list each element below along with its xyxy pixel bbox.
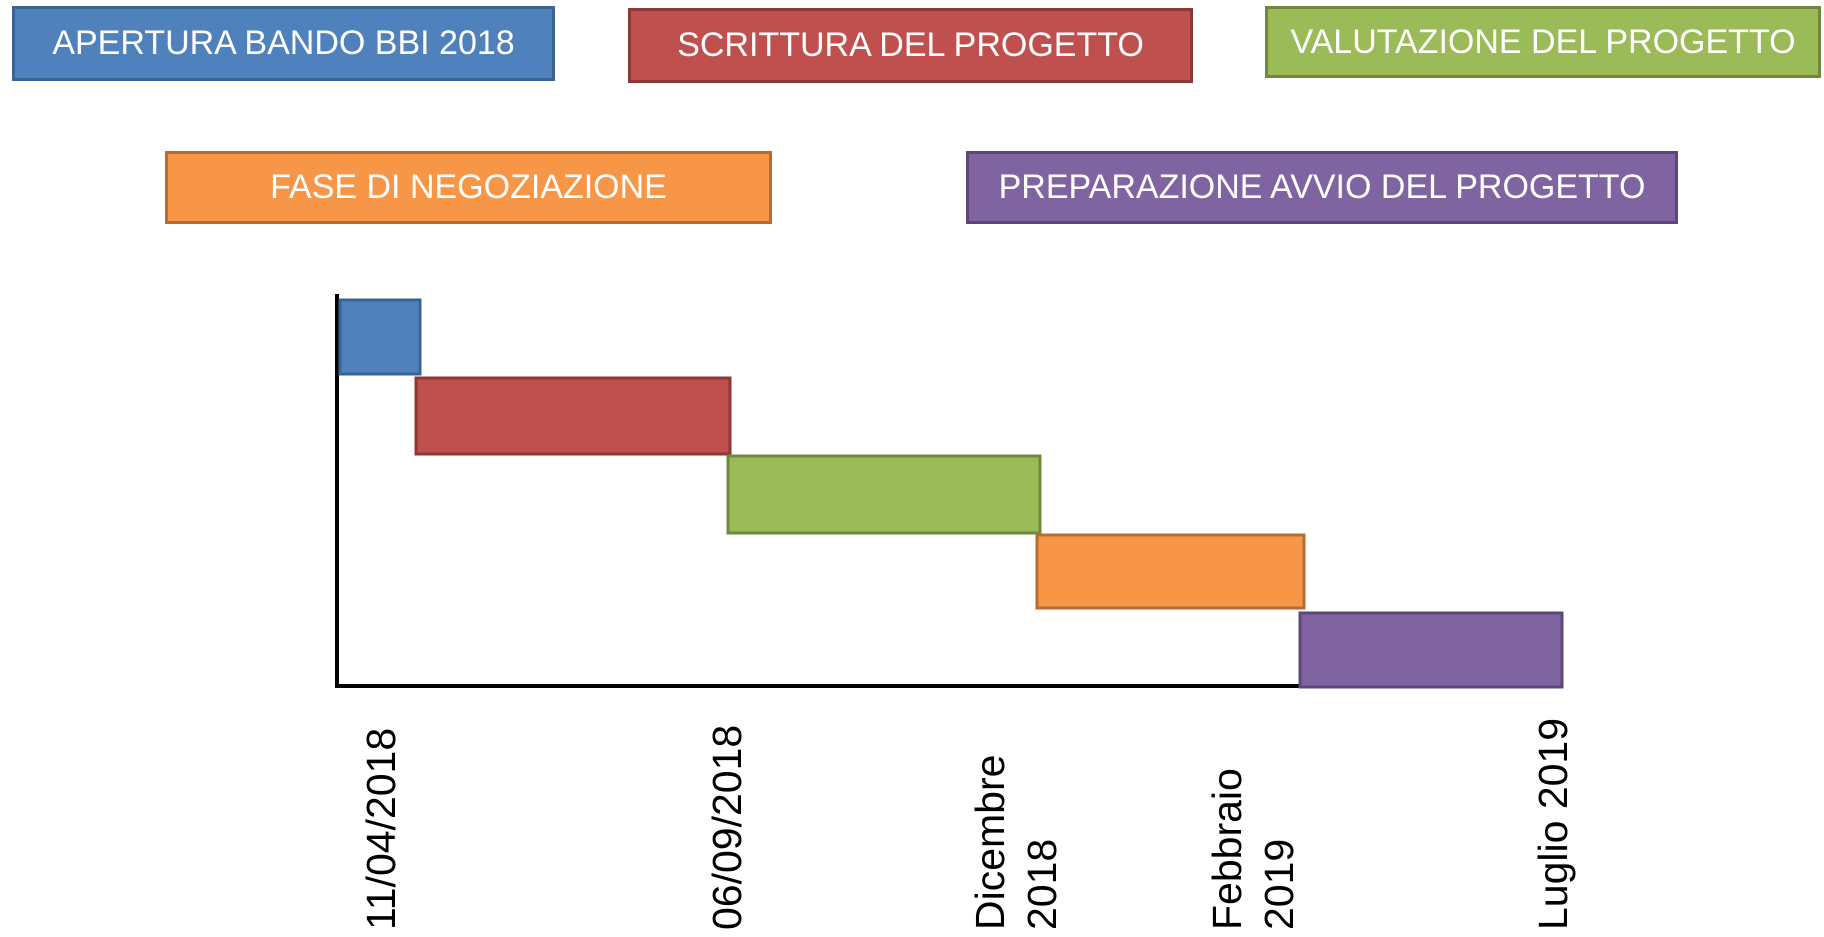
phase-bar [1035, 533, 1306, 610]
phase-bar [726, 454, 1042, 535]
phase-legend: PREPARAZIONE AVVIO DEL PROGETTO [966, 151, 1678, 224]
phase-legend: FASE DI NEGOZIAZIONE [165, 151, 772, 224]
axis-label: 11/04/2018 [358, 727, 404, 930]
phase-legend: APERTURA BANDO BBI 2018 [12, 6, 555, 81]
axis-label: Dicembre 2018 [967, 754, 1065, 930]
phase-bar [414, 376, 732, 456]
phase-bar [338, 298, 422, 376]
phase-legend: SCRITTURA DEL PROGETTO [628, 8, 1193, 83]
axis-label: Luglio 2019 [1530, 717, 1576, 930]
phase-legend: VALUTAZIONE DEL PROGETTO [1265, 6, 1821, 78]
axis-label: Febbraio 2019 [1204, 768, 1302, 930]
axis-label: 06/09/2018 [704, 724, 750, 930]
phase-bar [1298, 611, 1564, 689]
